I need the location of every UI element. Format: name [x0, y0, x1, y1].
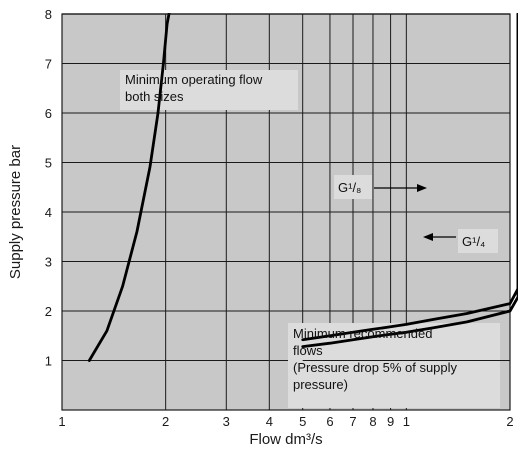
y-axis-title: Supply pressure bar — [7, 145, 24, 279]
top-margin — [60, 0, 518, 13]
x-tick-label: 1 — [403, 414, 410, 429]
y-tick-label: 3 — [45, 255, 52, 270]
x-tick-label: 9 — [387, 414, 394, 429]
x-tick-label: 8 — [369, 414, 376, 429]
min-operating-label: Minimum operating flow — [125, 72, 263, 87]
x-tick-label: 5 — [299, 414, 306, 429]
min-recommended-label: pressure) — [293, 377, 348, 392]
y-tick-label: 1 — [45, 354, 52, 369]
min-recommended-label: Minimum recommended — [293, 326, 432, 341]
min-operating-label: both sizes — [125, 89, 184, 104]
min-recommended-label: flows — [293, 343, 323, 358]
min-recommended-label: (Pressure drop 5% of supply — [293, 360, 458, 375]
series-line-0 — [87, 6, 172, 362]
x-tick-label: 3 — [223, 414, 230, 429]
g18-label: G¹/₈ — [338, 180, 361, 195]
y-tick-label: 6 — [45, 106, 52, 121]
y-tick-label: 8 — [45, 7, 52, 22]
g14-label: G¹/₄ — [462, 234, 485, 249]
y-tick-label: 4 — [45, 205, 52, 220]
x-tick-label: 2 — [162, 414, 169, 429]
x-tick-label: 7 — [349, 414, 356, 429]
x-axis-title: Flow dm³/s — [249, 431, 322, 448]
g14-label-box — [458, 229, 498, 253]
g18-arrow-head — [417, 184, 427, 192]
y-tick-label: 2 — [45, 304, 52, 319]
y-tick-label: 5 — [45, 156, 52, 171]
y-tick-label: 7 — [45, 57, 52, 72]
x-tick-label: 1 — [58, 414, 65, 429]
x-tick-labels: 123456789123456789101520 — [58, 414, 513, 429]
g14-arrow-head — [423, 233, 433, 241]
min-operating-box — [120, 70, 298, 110]
g18-label-box — [334, 175, 372, 199]
series-line-2 — [301, 12, 518, 349]
series-line-1 — [301, 12, 518, 342]
x-tick-label: 4 — [266, 414, 273, 429]
y-tick-labels: 1 2 3 4 5 6 7 8 — [45, 7, 52, 369]
x-tick-label: 2 — [506, 414, 513, 429]
x-tick-label: 6 — [326, 414, 333, 429]
